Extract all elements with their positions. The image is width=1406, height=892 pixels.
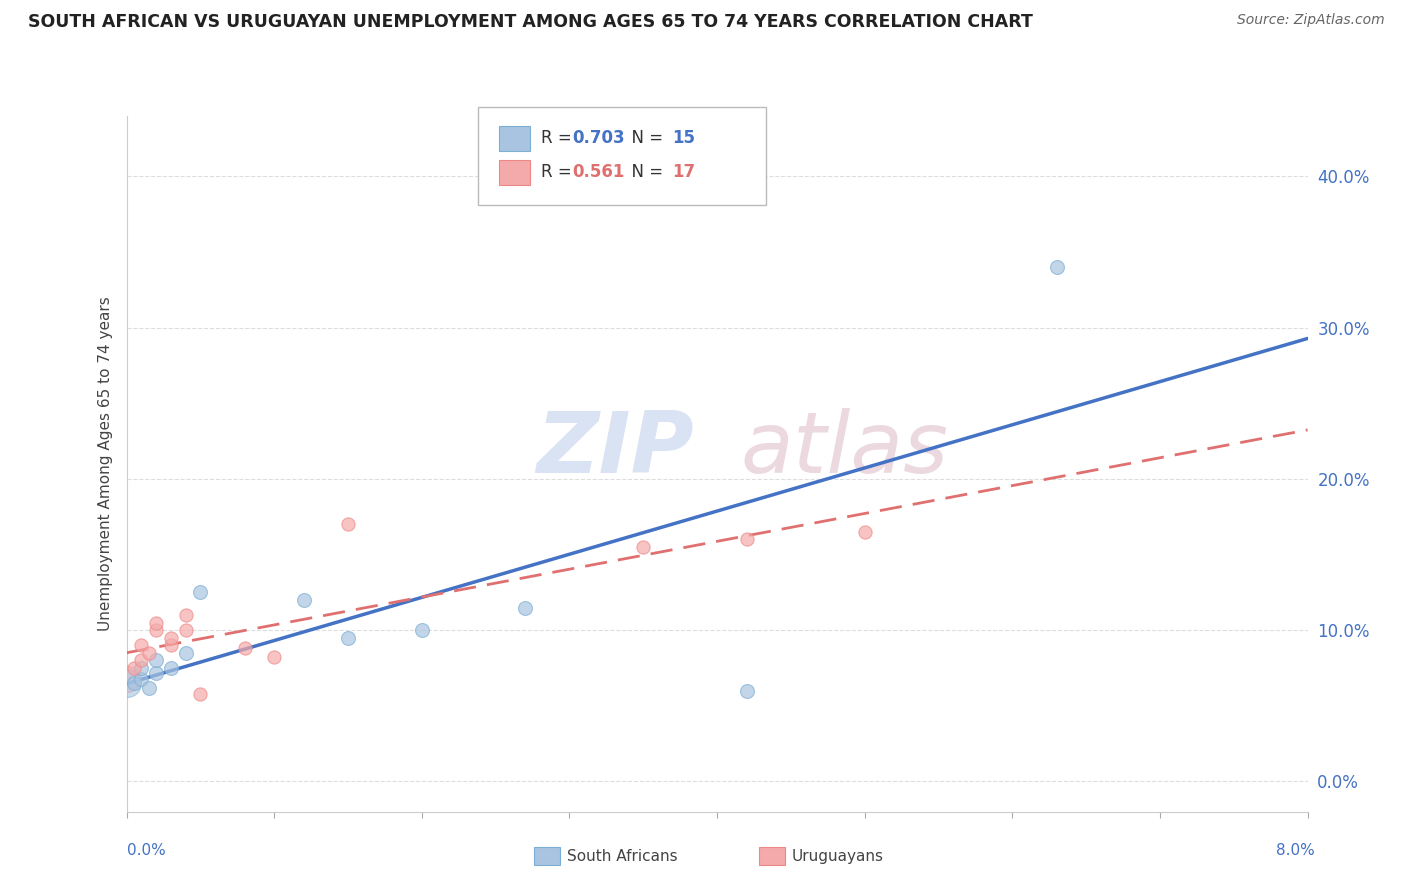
- Point: [129, 653, 153, 667]
- Text: 0.561: 0.561: [572, 163, 624, 181]
- Point: [129, 661, 153, 675]
- Text: 0.0%: 0.0%: [127, 843, 166, 858]
- Text: R =: R =: [541, 129, 578, 147]
- Text: ZIP: ZIP: [536, 409, 693, 491]
- Text: Source: ZipAtlas.com: Source: ZipAtlas.com: [1237, 13, 1385, 28]
- Point: [122, 676, 145, 690]
- Point: [735, 683, 758, 698]
- Text: Uruguayans: Uruguayans: [792, 849, 883, 863]
- Point: [145, 665, 167, 680]
- Point: [233, 641, 256, 656]
- Point: [188, 585, 211, 599]
- Point: [145, 653, 167, 667]
- Point: [122, 661, 145, 675]
- Point: [292, 593, 315, 607]
- Point: [263, 650, 285, 665]
- Point: [129, 638, 153, 652]
- Point: [160, 661, 183, 675]
- Point: [160, 631, 183, 645]
- Point: [411, 624, 433, 638]
- Text: R =: R =: [541, 163, 578, 181]
- Text: 8.0%: 8.0%: [1275, 843, 1315, 858]
- Text: South Africans: South Africans: [567, 849, 678, 863]
- Point: [174, 646, 197, 660]
- Text: 15: 15: [672, 129, 695, 147]
- Point: [115, 672, 138, 686]
- Point: [145, 624, 167, 638]
- Text: SOUTH AFRICAN VS URUGUAYAN UNEMPLOYMENT AMONG AGES 65 TO 74 YEARS CORRELATION CH: SOUTH AFRICAN VS URUGUAYAN UNEMPLOYMENT …: [28, 13, 1033, 31]
- Point: [145, 615, 167, 630]
- Text: 0.703: 0.703: [572, 129, 624, 147]
- Point: [337, 631, 360, 645]
- Text: 17: 17: [672, 163, 695, 181]
- Point: [138, 646, 160, 660]
- Point: [515, 600, 537, 615]
- Text: atlas: atlas: [741, 409, 949, 491]
- Point: [174, 624, 197, 638]
- Y-axis label: Unemployment Among Ages 65 to 74 years: Unemployment Among Ages 65 to 74 years: [97, 296, 112, 632]
- Point: [633, 540, 655, 554]
- Point: [853, 524, 876, 539]
- Point: [160, 638, 183, 652]
- Text: N =: N =: [621, 163, 669, 181]
- Point: [129, 672, 153, 686]
- Point: [735, 533, 758, 547]
- Point: [1045, 260, 1069, 275]
- Point: [188, 687, 211, 701]
- Point: [337, 517, 360, 532]
- Text: N =: N =: [621, 129, 669, 147]
- Point: [138, 681, 160, 695]
- Point: [174, 608, 197, 623]
- Point: [115, 676, 138, 690]
